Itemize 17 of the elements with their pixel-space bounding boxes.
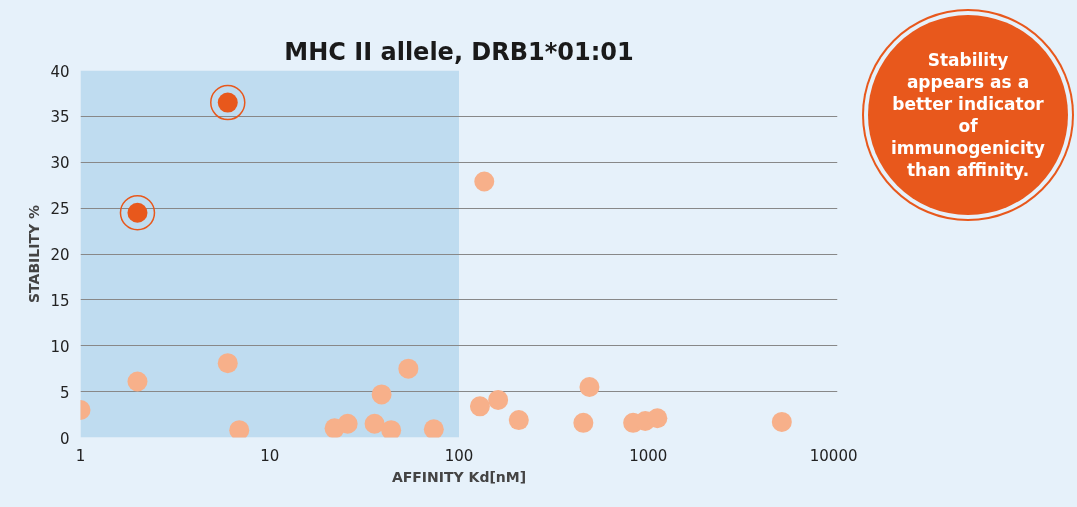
y-tick-label: 15 [50,291,70,310]
y-tick-label: 0 [59,429,70,448]
chart-title: MHC II allele, DRB1*01:01 [284,37,634,66]
x-axis-title: AFFINITY Kd[nM] [391,468,527,485]
y-tick-label: 35 [50,108,70,127]
y-tick-label: 20 [50,246,70,264]
x-tick-label: 10000 [809,446,858,465]
x-tick-label: 1000 [629,446,668,465]
y-tick-label: 30 [50,154,70,173]
y-tick-label: 25 [50,200,70,219]
y-tick-label: 5 [59,383,70,402]
x-tick-label: 10 [260,446,280,465]
x-tick-label: 1 [75,446,86,465]
y-tick-label: 40 [50,62,70,81]
y-tick-label: 10 [50,337,70,356]
y-axis-title: STABILITY % [26,205,43,303]
x-tick-label: 100 [444,446,474,465]
